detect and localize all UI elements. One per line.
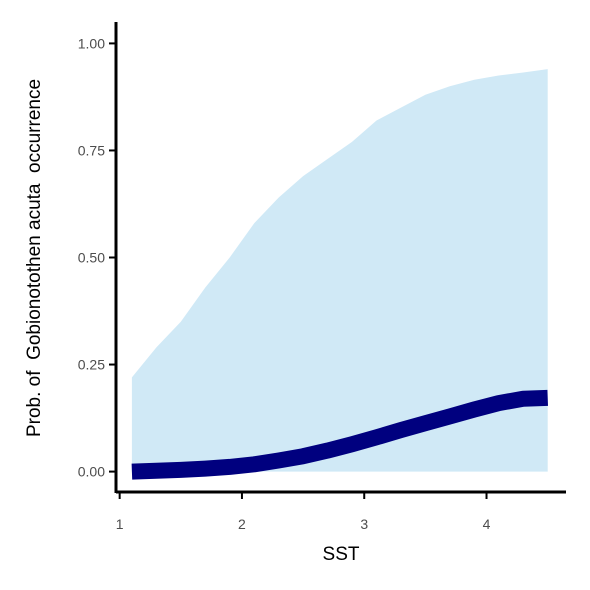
y-tick-label: 1.00	[78, 35, 105, 51]
x-tick-label: 3	[360, 516, 368, 532]
line-layer	[131, 389, 548, 480]
y-tick-label: 0.25	[78, 357, 105, 373]
x-tick-label: 2	[238, 516, 246, 532]
y-tick-label: 0.75	[78, 142, 105, 158]
confidence-ribbon	[131, 69, 548, 472]
y-tick-label: 0.50	[78, 250, 105, 266]
y-tick-label: 0.00	[78, 464, 105, 480]
ribbon-layer	[131, 69, 548, 472]
x-tick-label: 4	[483, 516, 491, 532]
x-axis-title: SST	[323, 544, 360, 565]
ticks-layer: 0.00 0.25 0.50 0.75 1.00 1 2 3 4	[78, 35, 491, 532]
x-tick-label: 1	[116, 516, 124, 532]
series-line	[131, 389, 548, 480]
y-axis-title: Prob. of Gobionotothen acuta occurrence	[24, 79, 45, 437]
